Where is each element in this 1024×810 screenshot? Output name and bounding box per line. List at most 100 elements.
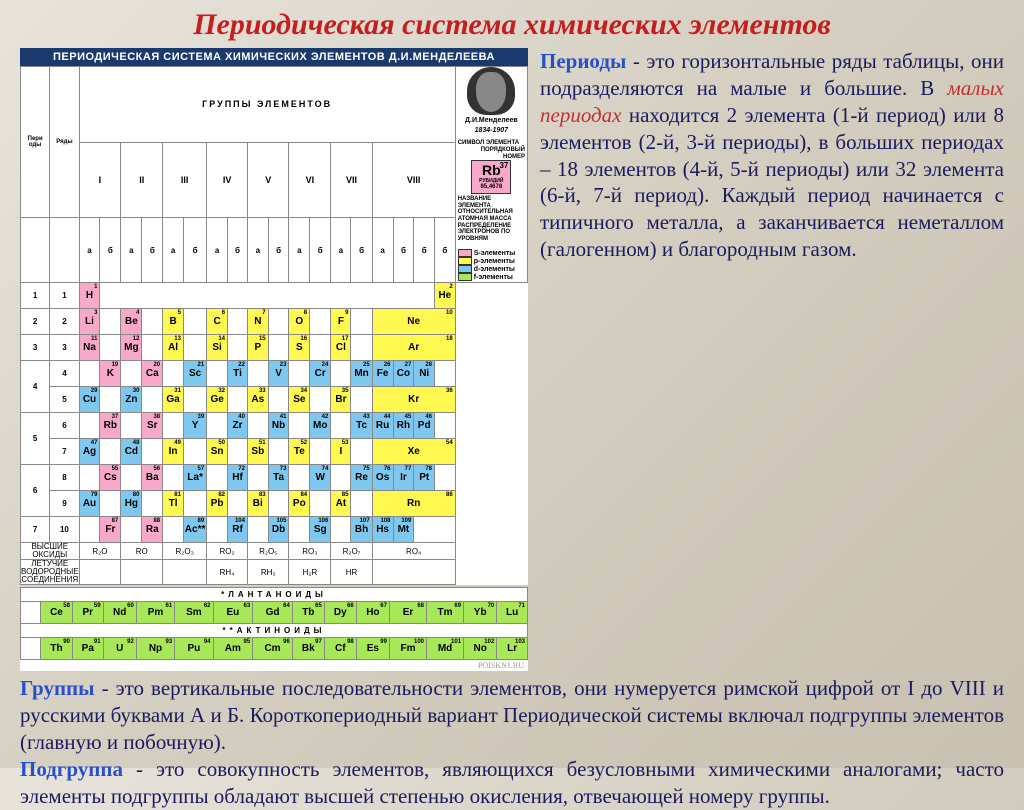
- group-numbers-row: IIIIIIIVVVIVIIVIII: [21, 142, 528, 218]
- empty-cell: [435, 361, 456, 387]
- element-cell: Cs55: [100, 465, 121, 491]
- series-element: Th90: [41, 638, 73, 660]
- series-element: Pm61: [136, 602, 174, 624]
- element-cell: Ar18: [372, 335, 455, 361]
- empty-cell: [310, 309, 331, 335]
- element-cell: Ga31: [163, 387, 184, 413]
- groups-header-row: Пери оды Ряды ГРУППЫ ЭЛЕМЕНТОВ Д.И.Менде…: [21, 67, 528, 143]
- element-cell: Au79: [79, 491, 100, 517]
- element-cell: Zn30: [121, 387, 142, 413]
- element-row: 22Li3Be4B5C6N7O8F9Ne10: [21, 309, 528, 335]
- element-cell: Kr36: [372, 387, 455, 413]
- empty-cell: [351, 309, 372, 335]
- element-cell: Hg80: [121, 491, 142, 517]
- element-cell: Bi83: [247, 491, 268, 517]
- empty-cell: [142, 491, 163, 517]
- portrait-years: 1834-1907: [456, 127, 527, 135]
- oxides-row: ВЫСШИЕ ОКСИДЫ R₂ORO R₂O₃RO₂ R₂O₅RO₃ R₂O₇…: [21, 543, 528, 560]
- series-element: Dy66: [324, 602, 356, 624]
- empty-cell: [142, 439, 163, 465]
- empty-cell: [228, 335, 248, 361]
- subgroup-header: б: [310, 218, 331, 283]
- empty-cell: [207, 517, 228, 543]
- element-cell: Xe54: [372, 439, 455, 465]
- element-cell: V23: [268, 361, 289, 387]
- subgroup-header: б: [351, 218, 372, 283]
- empty-cell: [435, 465, 456, 491]
- element-cell: Se34: [289, 387, 310, 413]
- empty-cell: [268, 309, 289, 335]
- element-cell: Tc43: [351, 413, 372, 439]
- series-element: No102: [464, 638, 497, 660]
- element-cell: Ra88: [142, 517, 163, 543]
- element-cell: As33: [247, 387, 268, 413]
- empty-cell: [163, 517, 184, 543]
- series-element: Np93: [136, 638, 174, 660]
- element-cell: F9: [331, 309, 351, 335]
- element-cell: I53: [331, 439, 351, 465]
- series-element: Md101: [427, 638, 464, 660]
- element-cell: W74: [310, 465, 331, 491]
- empty-cell: [100, 491, 121, 517]
- element-row: 710Fr87Ra88Ac**89Rf104Db105Sg106Bh107Hs1…: [21, 517, 528, 543]
- row-number: 6: [50, 413, 79, 439]
- element-cell: In49: [163, 439, 184, 465]
- element-cell: O8: [289, 309, 310, 335]
- element-cell: Fe26: [372, 361, 393, 387]
- empty-cell: [351, 387, 372, 413]
- element-cell: Y39: [183, 413, 206, 439]
- element-cell: Cd48: [121, 439, 142, 465]
- empty-cell: [79, 517, 100, 543]
- element-row: 5Cu29Zn30Ga31Ge32As33Se34Br35Kr36: [21, 387, 528, 413]
- group-header: III: [163, 142, 207, 218]
- subgroup-header: а: [121, 218, 142, 283]
- element-cell: He2: [435, 283, 456, 309]
- empty-cell: [247, 465, 268, 491]
- element-cell: Ag47: [79, 439, 100, 465]
- element-row: 56Rb37Sr38Y39Zr40Nb41Mo42Tc43Ru44Rh45Pd4…: [21, 413, 528, 439]
- element-cell: Sg106: [310, 517, 331, 543]
- series-element: Lu71: [497, 602, 528, 624]
- element-cell: Pd46: [414, 413, 435, 439]
- element-cell: Re75: [351, 465, 372, 491]
- row-number: 7: [50, 439, 79, 465]
- empty-cell: [163, 361, 184, 387]
- empty-cell: [207, 361, 228, 387]
- empty-cell: [331, 413, 351, 439]
- empty-cell: [163, 465, 184, 491]
- series-element: Lr103: [497, 638, 528, 660]
- empty-cell: [100, 283, 435, 309]
- periods-label: Периоды: [540, 49, 626, 73]
- group-header: IV: [207, 142, 248, 218]
- empty-cell: [79, 413, 100, 439]
- empty-cell: [142, 335, 163, 361]
- empty-cell: [247, 361, 268, 387]
- subgroup-header: а: [207, 218, 228, 283]
- element-cell: Cr24: [310, 361, 331, 387]
- empty-cell: [310, 439, 331, 465]
- subgroup-header: б: [268, 218, 289, 283]
- element-cell: Na11: [79, 335, 100, 361]
- element-cell: Hs108: [372, 517, 393, 543]
- empty-cell: [207, 465, 228, 491]
- empty-cell: [268, 387, 289, 413]
- empty-cell: [100, 335, 121, 361]
- subgroup-row: абабабабабабабаббб: [21, 218, 528, 283]
- row-number: 2: [50, 309, 79, 335]
- series-element: Cm96: [253, 638, 293, 660]
- empty-cell: [435, 413, 456, 439]
- subgroup-header: а: [247, 218, 268, 283]
- subgroup-header: а: [163, 218, 184, 283]
- subgroup-header: б: [142, 218, 163, 283]
- subgroup-header: а: [331, 218, 351, 283]
- series-element: Cf98: [324, 638, 356, 660]
- element-cell: At85: [331, 491, 351, 517]
- empty-cell: [100, 387, 121, 413]
- subgroup-header: а: [372, 218, 393, 283]
- element-cell: Rb37: [100, 413, 121, 439]
- subgroup-paragraph: Подгруппа - это совокупность элементов, …: [20, 756, 1004, 810]
- group-header: II: [121, 142, 163, 218]
- empty-cell: [289, 361, 310, 387]
- series-element: Fm100: [389, 638, 426, 660]
- element-cell: Cu29: [79, 387, 100, 413]
